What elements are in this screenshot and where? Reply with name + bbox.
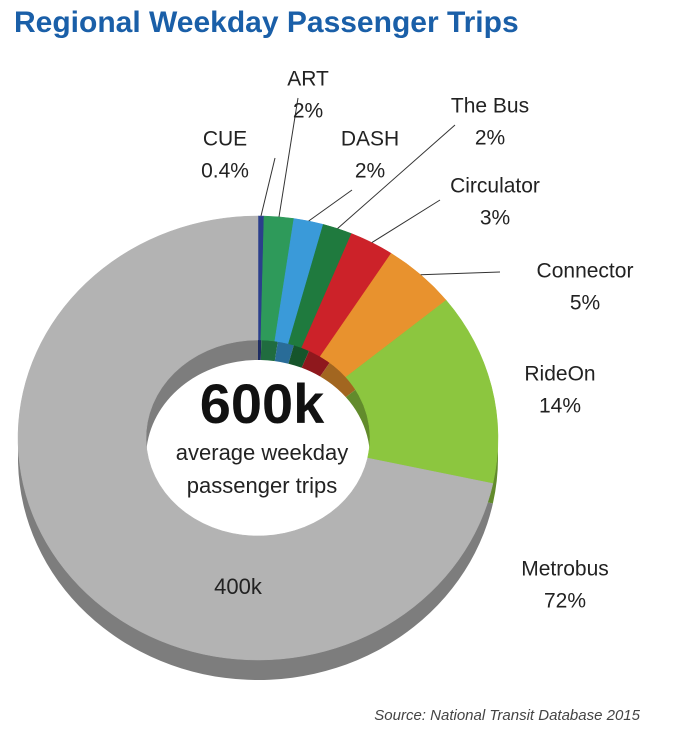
value-label: 2% xyxy=(355,160,385,183)
donut xyxy=(17,215,499,661)
value-label: 72% xyxy=(544,590,586,613)
value-label: 2% xyxy=(293,100,323,123)
leader-line xyxy=(371,199,441,244)
category-label: RideOn xyxy=(524,363,595,386)
center-label: 600k xyxy=(200,372,325,435)
category-label: Connector xyxy=(537,260,634,283)
center-text: average weekday xyxy=(176,440,348,465)
value-label: 2% xyxy=(475,127,505,150)
leader-line xyxy=(260,157,276,217)
category-label: ART xyxy=(287,68,329,91)
leader-line xyxy=(337,124,456,229)
category-label: Metrobus xyxy=(521,558,609,581)
value-label: 14% xyxy=(539,395,581,418)
category-label: DASH xyxy=(341,128,399,151)
value-label: 3% xyxy=(480,207,510,230)
source: Source: National Transit Database 2015 xyxy=(374,707,640,724)
center-text: passenger trips xyxy=(187,473,337,498)
slice-annotation: 400k xyxy=(214,574,263,599)
value-label: 0.4% xyxy=(201,160,249,183)
leader-line xyxy=(420,271,501,276)
leader-line xyxy=(278,97,299,217)
category-label: The Bus xyxy=(451,95,529,118)
category-label: CUE xyxy=(203,128,247,151)
chart-title: Regional Weekday Passenger Trips xyxy=(14,6,519,39)
value-label: 5% xyxy=(570,292,600,315)
slice xyxy=(17,215,494,661)
slice xyxy=(345,299,499,484)
leader-line xyxy=(308,189,353,222)
category-label: Circulator xyxy=(450,175,540,198)
